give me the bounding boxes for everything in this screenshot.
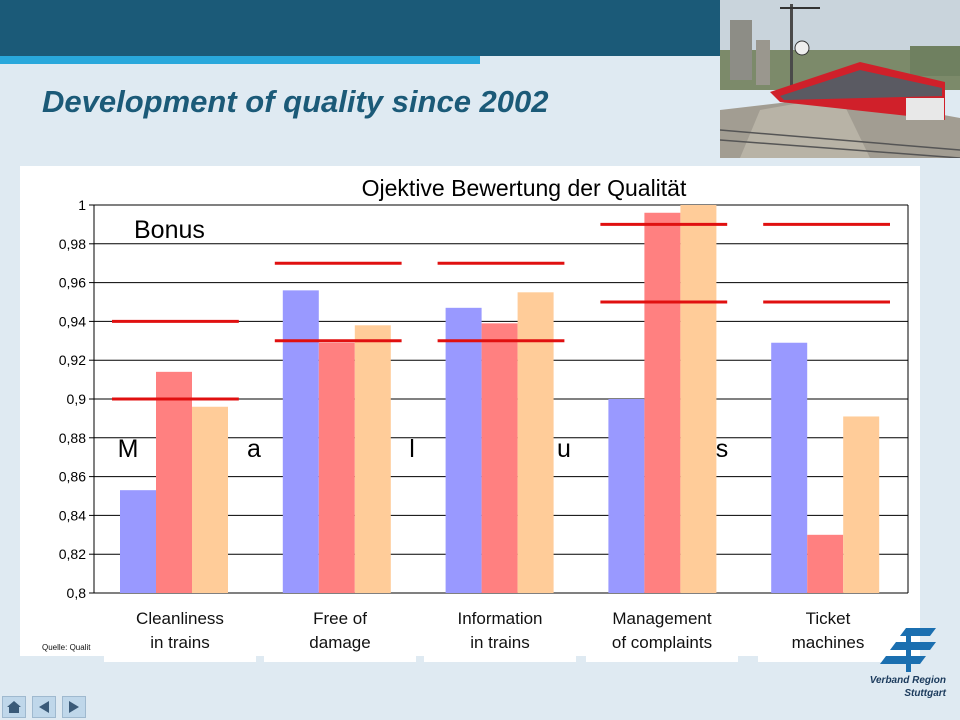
malus-letter: a <box>247 435 261 463</box>
category-label-cleanliness: Cleanliness in trains <box>104 600 256 662</box>
bar <box>517 292 554 593</box>
source-note: Quelle: Qualit <box>42 643 91 652</box>
header-band <box>0 0 720 56</box>
arrow-left-icon <box>39 701 49 713</box>
slide-title: Development of quality since 2002 <box>42 84 549 119</box>
previous-slide-button[interactable] <box>32 696 56 718</box>
next-slide-button[interactable] <box>62 696 86 718</box>
malus-letter: l <box>409 435 415 463</box>
malus-letter: u <box>557 435 571 463</box>
y-tick-label: 0,84 <box>59 507 86 523</box>
logo-text: Verband Region Stuttgart <box>806 674 946 700</box>
bar <box>282 290 319 593</box>
y-tick-label: 0,86 <box>59 469 86 485</box>
bar <box>318 342 355 593</box>
category-label-management: Management of complaints <box>586 600 738 662</box>
y-axis-ticks: 0,8 0,82 0,84 0,86 0,88 0,9 0,92 0,94 0,96 0,98 1 <box>59 197 94 601</box>
arrow-right-icon <box>69 701 79 713</box>
y-tick-label: 0,98 <box>59 236 86 252</box>
bar <box>644 212 681 593</box>
malus-letter: M <box>118 435 139 463</box>
bar <box>156 371 192 593</box>
train-photo <box>720 0 960 158</box>
bonus-malus-lines <box>112 222 890 401</box>
home-icon <box>7 701 21 713</box>
header-accent-stripe <box>0 56 480 64</box>
y-tick-label: 0,94 <box>59 313 86 329</box>
bonus-label: Bonus <box>134 216 205 244</box>
malus-letter: s <box>716 435 729 463</box>
chart-bars <box>120 205 880 593</box>
y-tick-label: 0,96 <box>59 275 86 291</box>
logo-mark-icon <box>880 628 936 672</box>
bar <box>843 416 880 593</box>
chart-title: Ojektive Bewertung der Qualität <box>362 175 687 201</box>
y-tick-label: 0,8 <box>67 585 87 601</box>
category-label-information: Information in trains <box>424 600 576 662</box>
y-tick-label: 0,82 <box>59 546 86 562</box>
bar <box>354 325 391 593</box>
chart-annotations: Bonus M a l u s <box>118 216 729 463</box>
y-tick-label: 1 <box>78 197 86 213</box>
bar <box>481 323 518 593</box>
category-label-ticket-machines: Ticket machines <box>758 600 898 662</box>
bar <box>771 342 808 593</box>
y-tick-label: 0,9 <box>67 391 87 407</box>
bar <box>608 399 645 593</box>
bar <box>807 534 844 593</box>
bar <box>680 205 717 593</box>
bar <box>120 490 156 593</box>
home-button[interactable] <box>2 696 26 718</box>
bar <box>445 307 482 593</box>
y-tick-label: 0,88 <box>59 430 86 446</box>
category-label-free-of-damage: Free of damage <box>264 600 416 662</box>
logo-line-2: Stuttgart <box>904 688 946 699</box>
y-tick-label: 0,92 <box>59 352 86 368</box>
logo-line-1: Verband Region <box>869 675 946 686</box>
verband-region-stuttgart-logo: Verband Region Stuttgart <box>806 626 946 702</box>
bar <box>192 406 228 593</box>
